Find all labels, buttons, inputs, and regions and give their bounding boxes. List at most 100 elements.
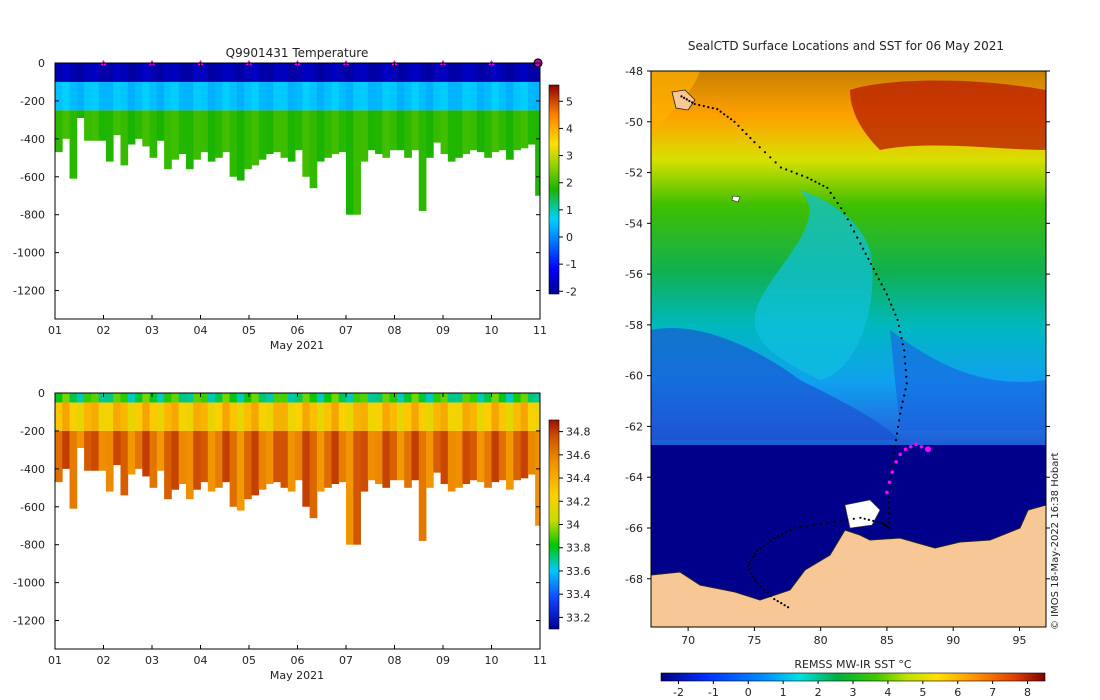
track-point bbox=[889, 476, 893, 479]
profile-cell bbox=[411, 110, 420, 151]
profile-cell bbox=[338, 393, 347, 403]
profile-cell bbox=[309, 63, 318, 82]
profile-cell bbox=[222, 402, 230, 431]
colorbar-tick-label: 34.4 bbox=[566, 472, 591, 485]
profile-cell bbox=[484, 110, 492, 158]
salinity-axes: 01 02 03 04 05 06 07 08 09 10 11 0 -200 -400 -600 -800 -… bbox=[13, 387, 547, 667]
profile-cell bbox=[76, 430, 85, 448]
profile-cell bbox=[207, 63, 216, 82]
profile-cell bbox=[462, 81, 471, 111]
profile-cell bbox=[404, 63, 412, 82]
profile-cell bbox=[135, 402, 143, 431]
profile-cell bbox=[62, 430, 70, 469]
track-point bbox=[826, 521, 829, 525]
track-point bbox=[781, 533, 784, 536]
track-point bbox=[832, 520, 836, 524]
profile-cell bbox=[389, 81, 398, 111]
profile-cell bbox=[69, 393, 78, 403]
track-point bbox=[883, 523, 886, 527]
profile-cell bbox=[280, 110, 289, 158]
track-point bbox=[903, 394, 906, 397]
profile-cell bbox=[287, 63, 296, 82]
profile-cell bbox=[316, 63, 325, 82]
track-point bbox=[785, 530, 788, 534]
x-tick-label: 10 bbox=[485, 324, 499, 337]
profile-cell bbox=[244, 402, 252, 431]
x-tick-label: 02 bbox=[97, 654, 111, 667]
colorbar-tick-label: 33.6 bbox=[566, 565, 591, 578]
profile-cell bbox=[222, 393, 230, 403]
track-point bbox=[883, 288, 886, 291]
y-tick-label: -400 bbox=[20, 133, 45, 146]
profile-cell bbox=[484, 393, 492, 403]
profile-cell bbox=[207, 430, 216, 492]
profile-cell bbox=[476, 110, 485, 153]
track-point bbox=[810, 178, 813, 181]
profile-cell bbox=[164, 430, 172, 500]
profile-cell bbox=[287, 430, 296, 492]
profile-cell bbox=[185, 63, 194, 82]
sst-colorbar-ticks: -2 -1 0 1 2 3 4 5 6 7 8 bbox=[673, 681, 1031, 699]
profile-cell bbox=[280, 430, 289, 488]
profile-cell bbox=[142, 110, 150, 147]
profile-cell bbox=[178, 393, 187, 403]
profile-cell bbox=[338, 402, 347, 431]
map-frame bbox=[650, 70, 1047, 628]
track-point bbox=[880, 521, 883, 525]
recent-profile-point bbox=[890, 470, 895, 474]
profile-cell bbox=[346, 63, 354, 82]
profile-cell bbox=[200, 402, 209, 431]
temperature-axes: 01 02 03 04 05 06 07 08 09 10 11 0 -200 -400 -600 -800 -… bbox=[13, 57, 547, 337]
profile-cell bbox=[506, 430, 514, 490]
track-point bbox=[853, 230, 856, 233]
track-point bbox=[896, 318, 899, 321]
y-tick-label: 0 bbox=[38, 57, 45, 70]
profile-cell bbox=[55, 81, 63, 111]
track-point bbox=[776, 600, 779, 603]
profile-cell bbox=[389, 402, 398, 431]
profile-cell bbox=[411, 430, 420, 481]
track-point bbox=[897, 324, 901, 327]
profile-cell bbox=[113, 63, 121, 82]
lon-tick-label: 75 bbox=[747, 634, 761, 647]
profile-cell bbox=[215, 81, 223, 111]
profile-cell bbox=[302, 430, 311, 507]
profile-cell bbox=[455, 110, 463, 158]
track-point bbox=[901, 400, 904, 403]
sst-colorbar-tick-label: 6 bbox=[954, 686, 961, 699]
track-point bbox=[819, 522, 822, 526]
profile-cell bbox=[447, 393, 456, 403]
track-point bbox=[758, 146, 761, 149]
profile-cell bbox=[113, 430, 121, 466]
profile-cell bbox=[455, 63, 463, 82]
profile-cell bbox=[251, 393, 260, 403]
track-point bbox=[888, 526, 891, 530]
profile-cell bbox=[527, 63, 536, 82]
profile-cell bbox=[506, 393, 514, 403]
profile-cell bbox=[149, 393, 158, 403]
profile-cell bbox=[469, 402, 478, 431]
track-point bbox=[903, 349, 906, 352]
profile-cell bbox=[265, 63, 274, 82]
track-point bbox=[859, 242, 862, 245]
profile-cell bbox=[476, 63, 485, 82]
antarctica-land bbox=[651, 504, 1046, 627]
track-point bbox=[750, 558, 753, 562]
profile-cell bbox=[382, 393, 391, 403]
track-point bbox=[862, 247, 865, 250]
profile-cell bbox=[229, 110, 238, 177]
colorbar-tick-label: 34.6 bbox=[566, 449, 591, 462]
profile-cell bbox=[353, 63, 361, 82]
profile-cell bbox=[236, 402, 245, 431]
x-tick-label: 04 bbox=[194, 324, 208, 337]
track-point bbox=[748, 568, 751, 571]
profile-cell bbox=[244, 110, 252, 170]
profile-cell bbox=[302, 393, 311, 403]
profile-cell bbox=[389, 430, 398, 481]
profile-cell bbox=[295, 81, 303, 111]
profile-cell bbox=[375, 63, 383, 82]
profile-cell bbox=[200, 81, 209, 111]
track-point bbox=[814, 180, 817, 183]
profile-cell bbox=[236, 430, 245, 511]
